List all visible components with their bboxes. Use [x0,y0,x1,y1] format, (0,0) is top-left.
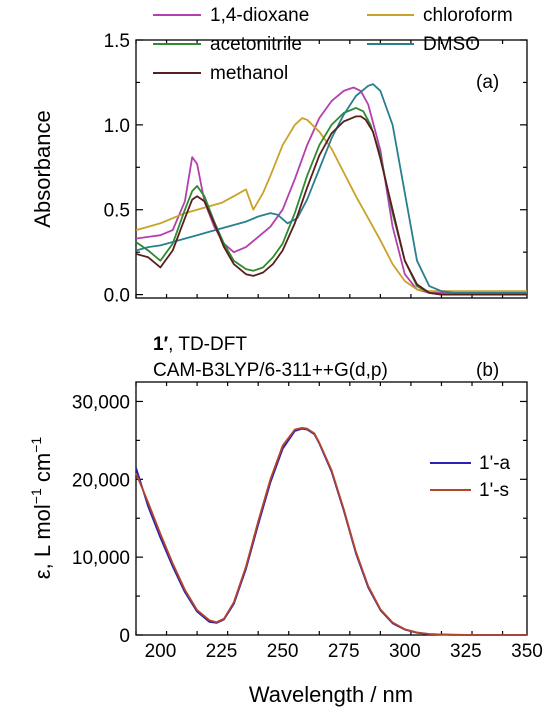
legend-label-methanol: methanol [210,63,288,84]
y-title-part1: ε, L mol [30,504,55,579]
panel-b-x-tick-labels: 200 225 250 275 300 325 350 [145,641,543,662]
series-line-1-s [135,427,527,636]
y-tick-label: 0 [119,626,130,647]
legend-item-1a: 1'-a [430,453,511,474]
legend-item-1s: 1'-s [430,480,509,501]
panel-b-ticks [135,382,527,636]
panel-a-y-axis-title: Absorbance [30,110,55,227]
panel-b-annotation-rest: , TD-DFT [168,334,247,355]
x-tick-label: 250 [267,641,299,662]
x-tick-label: 275 [328,641,360,662]
panel-b-annotation-line1: 1′, TD-DFT [153,334,247,355]
y-title-sup1: −1 [28,488,44,504]
x-tick-label: 350 [511,641,543,662]
panel-b-y-tick-labels: 0 10,000 20,000 30,000 [72,392,130,647]
x-tick-label: 325 [450,641,482,662]
y-tick-label: 1.0 [104,116,130,137]
panel-b-frame [135,381,528,636]
x-tick-label: 225 [206,641,238,662]
legend-label-chloroform: chloroform [423,5,513,26]
legend-item-dioxane: 1,4-dioxane [153,5,309,26]
panel-b-annotation-line2: CAM-B3LYP/6-311++G(d,p) [153,360,388,381]
panel-b-label: (b) [476,360,499,381]
panel-a: 0.0 0.5 1.0 1.5 Absorbance (a) 1,4-dioxane … [30,5,528,307]
panel-b: 0 10,000 20,000 30,000 200 225 250 275 300 325 35… [28,334,543,707]
series-line-acetonitrile [135,107,527,296]
y-tick-label: 30,000 [72,392,130,413]
legend-item-methanol: methanol [153,63,288,84]
series-line-1-a [135,427,527,636]
panel-a-label: (a) [476,72,499,93]
series-line-methanol [135,115,527,296]
legend-label-acetonitrile: acetonitrile [210,34,302,55]
legend-label-dmso: DMSO [423,34,480,55]
panel-b-annotation-bold: 1′ [153,334,169,355]
panel-b-legend: 1'-a 1'-s [430,453,511,501]
x-axis-title: Wavelength / nm [249,682,413,707]
legend-item-chloroform: chloroform [367,5,513,26]
x-tick-label: 200 [145,641,177,662]
y-title-sup2: −1 [28,437,44,453]
y-tick-label: 0.5 [104,201,130,222]
panel-a-y-tick-labels: 0.0 0.5 1.0 1.5 [104,31,130,307]
panel-b-y-axis-title: ε, L mol−1 cm−1 [28,437,55,580]
series-line-1-4-dioxane [135,86,527,294]
series-line-dmso [135,83,527,294]
legend-item-acetonitrile: acetonitrile [153,34,302,55]
series-line-chloroform [135,117,527,293]
panel-a-legend: 1,4-dioxane chloroform acetonitrile DMSO… [153,5,513,84]
panel-a-series [135,83,527,296]
legend-label-dioxane: 1,4-dioxane [210,5,309,26]
y-tick-label: 0.0 [104,286,130,307]
panel-b-series [135,427,527,636]
legend-label-1s: 1'-s [479,480,509,501]
x-tick-label: 300 [389,641,421,662]
legend-label-1a: 1'-a [479,453,511,474]
y-tick-label: 20,000 [72,470,130,491]
y-tick-label: 1.5 [104,31,130,52]
y-tick-label: 10,000 [72,548,130,569]
panel-a-ticks [135,39,527,298]
legend-item-dmso: DMSO [367,34,480,55]
y-title-part2: cm [30,453,55,488]
panel-a-frame [135,39,528,299]
